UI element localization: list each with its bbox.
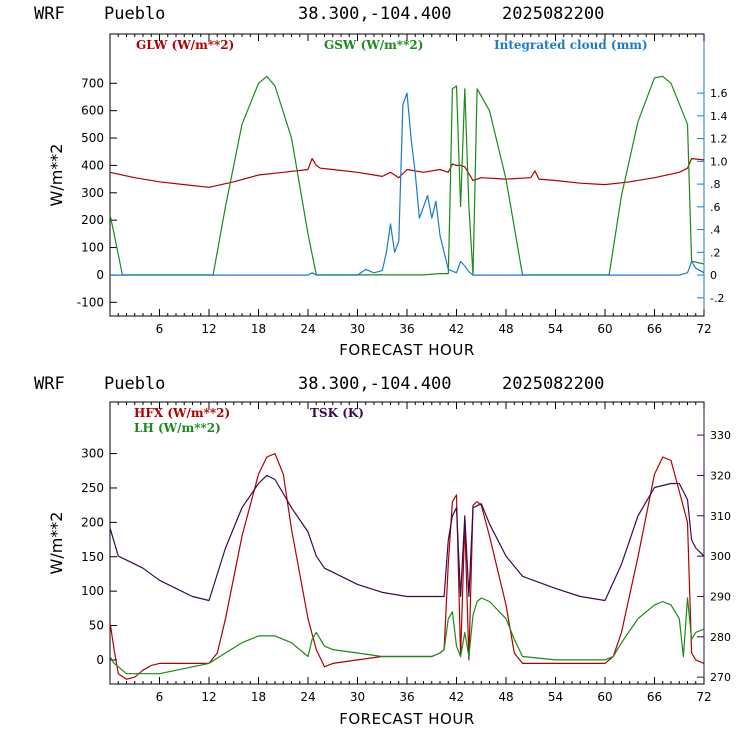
y2-tick-label: 290 [710,590,731,603]
y-tick-label: 200 [81,515,104,529]
y2-tick-label: .2 [710,246,721,259]
x-tick-label: 66 [647,690,662,704]
x-tick-label: 18 [251,690,266,704]
y-tick-label: 500 [81,131,104,145]
x-tick-label: 48 [498,322,513,336]
series-line-0 [109,158,705,188]
bottom-station-label: Pueblo [104,374,165,394]
x-tick-label: 30 [350,322,365,336]
x-tick-label: 36 [399,690,414,704]
x-tick-label: 24 [300,322,315,336]
y2-tick-label: 1.6 [710,87,728,100]
top-coords-label: 38.300,-104.400 [298,4,452,24]
y2-tick-label: 270 [710,671,731,684]
top-model-label: WRF [34,4,65,24]
y-tick-label: 600 [81,104,104,118]
legend-gsw: GSW (W/m**2) [324,38,423,52]
y-tick-label: 50 [89,619,104,633]
series-line-1 [109,75,705,276]
y-tick-label: 250 [81,481,104,495]
x-tick-label: 66 [647,322,662,336]
series-line-2 [110,92,705,276]
y-tick-label: 200 [81,213,104,227]
bottom-model-label: WRF [34,374,65,394]
x-tick-label: 42 [449,322,464,336]
legend-integrated-cloud: Integrated cloud (mm) [494,38,648,52]
y2-tick-label: 300 [710,550,731,563]
y-tick-label: 400 [81,158,104,172]
y-tick-label: 0 [96,268,104,282]
y2-tick-label: 330 [710,429,731,442]
bottom-init-label: 2025082200 [502,374,604,394]
y2-tick-label: .8 [710,178,721,191]
top-init-label: 2025082200 [502,4,604,24]
x-tick-label: 18 [251,322,266,336]
legend-tsk: TSK (K) [310,406,364,420]
bottom-coords-label: 38.300,-104.400 [298,374,452,394]
top-series-group [109,75,705,276]
legend-hfx: HFX (W/m**2) [134,406,230,420]
y-tick-label: 300 [81,186,104,200]
x-tick-label: 54 [548,322,563,336]
x-tick-label: 24 [300,690,315,704]
x-tick-label: 6 [156,322,164,336]
x-tick-label: 72 [696,690,711,704]
x-tick-label: 72 [696,322,711,336]
y2-tick-label: .6 [710,201,721,214]
bottom-plot-frame [109,401,705,685]
y-tick-label: 300 [81,447,104,461]
top-plot-frame [109,33,705,317]
top-panel: WRF Pueblo 38.300,-104.400 2025082200 6 1… [34,4,728,359]
bottom-x-axis-label: FORECAST HOUR [339,710,475,728]
legend-glw: GLW (W/m**2) [136,38,234,52]
x-tick-label: 36 [399,322,414,336]
bottom-y-ticks: 0 50 100 150 200 250 300 [81,447,117,667]
x-tick-label: 30 [350,690,365,704]
y-tick-label: 100 [81,584,104,598]
x-tick-label: 12 [201,690,216,704]
top-y-ticks: -100 0 100 200 300 400 500 600 700 [77,76,117,309]
y2-tick-label: 310 [710,510,731,523]
series-line-0 [109,453,705,680]
bottom-panel: WRF Pueblo 38.300,-104.400 2025082200 6 1… [34,374,731,728]
y2-tick-label: 1.0 [710,155,728,168]
y2-tick-label: 0 [710,269,717,282]
y-tick-label: 150 [81,550,104,564]
y-tick-label: -100 [77,295,104,309]
x-tick-label: 6 [156,690,164,704]
y2-tick-label: 280 [710,631,731,644]
bottom-y-axis-label: W/m**2 [47,512,66,575]
y-tick-label: 100 [81,241,104,255]
x-tick-label: 60 [597,690,612,704]
x-tick-label: 48 [498,690,513,704]
y-tick-label: 0 [96,653,104,667]
y2-tick-label: -.2 [710,292,724,305]
top-x-ticks: 6 12 18 24 30 36 42 48 54 60 66 72 [117,34,712,336]
top-y-axis-label: W/m**2 [47,144,66,207]
y2-tick-label: 1.2 [710,133,728,146]
series-line-1 [109,597,705,675]
top-x-axis-label: FORECAST HOUR [339,341,475,359]
top-y2-ticks: -.2 0 .2 .4 .6 .8 1.0 1.2 1.4 1.6 [697,87,728,305]
series-line-2 [109,474,705,602]
y-tick-label: 700 [81,76,104,90]
y2-tick-label: 1.4 [710,110,728,123]
bottom-series-group [109,453,705,680]
x-tick-label: 42 [449,690,464,704]
y2-tick-label: .4 [710,224,721,237]
x-tick-label: 60 [597,322,612,336]
x-tick-label: 12 [201,322,216,336]
y2-tick-label: 320 [710,469,731,482]
bottom-x-ticks: 6 12 18 24 30 36 42 48 54 60 66 72 [117,402,712,704]
top-station-label: Pueblo [104,4,165,24]
x-tick-label: 54 [548,690,563,704]
legend-lh: LH (W/m**2) [134,421,221,435]
bottom-y2-ticks: 270 280 290 300 310 320 330 [697,429,731,684]
